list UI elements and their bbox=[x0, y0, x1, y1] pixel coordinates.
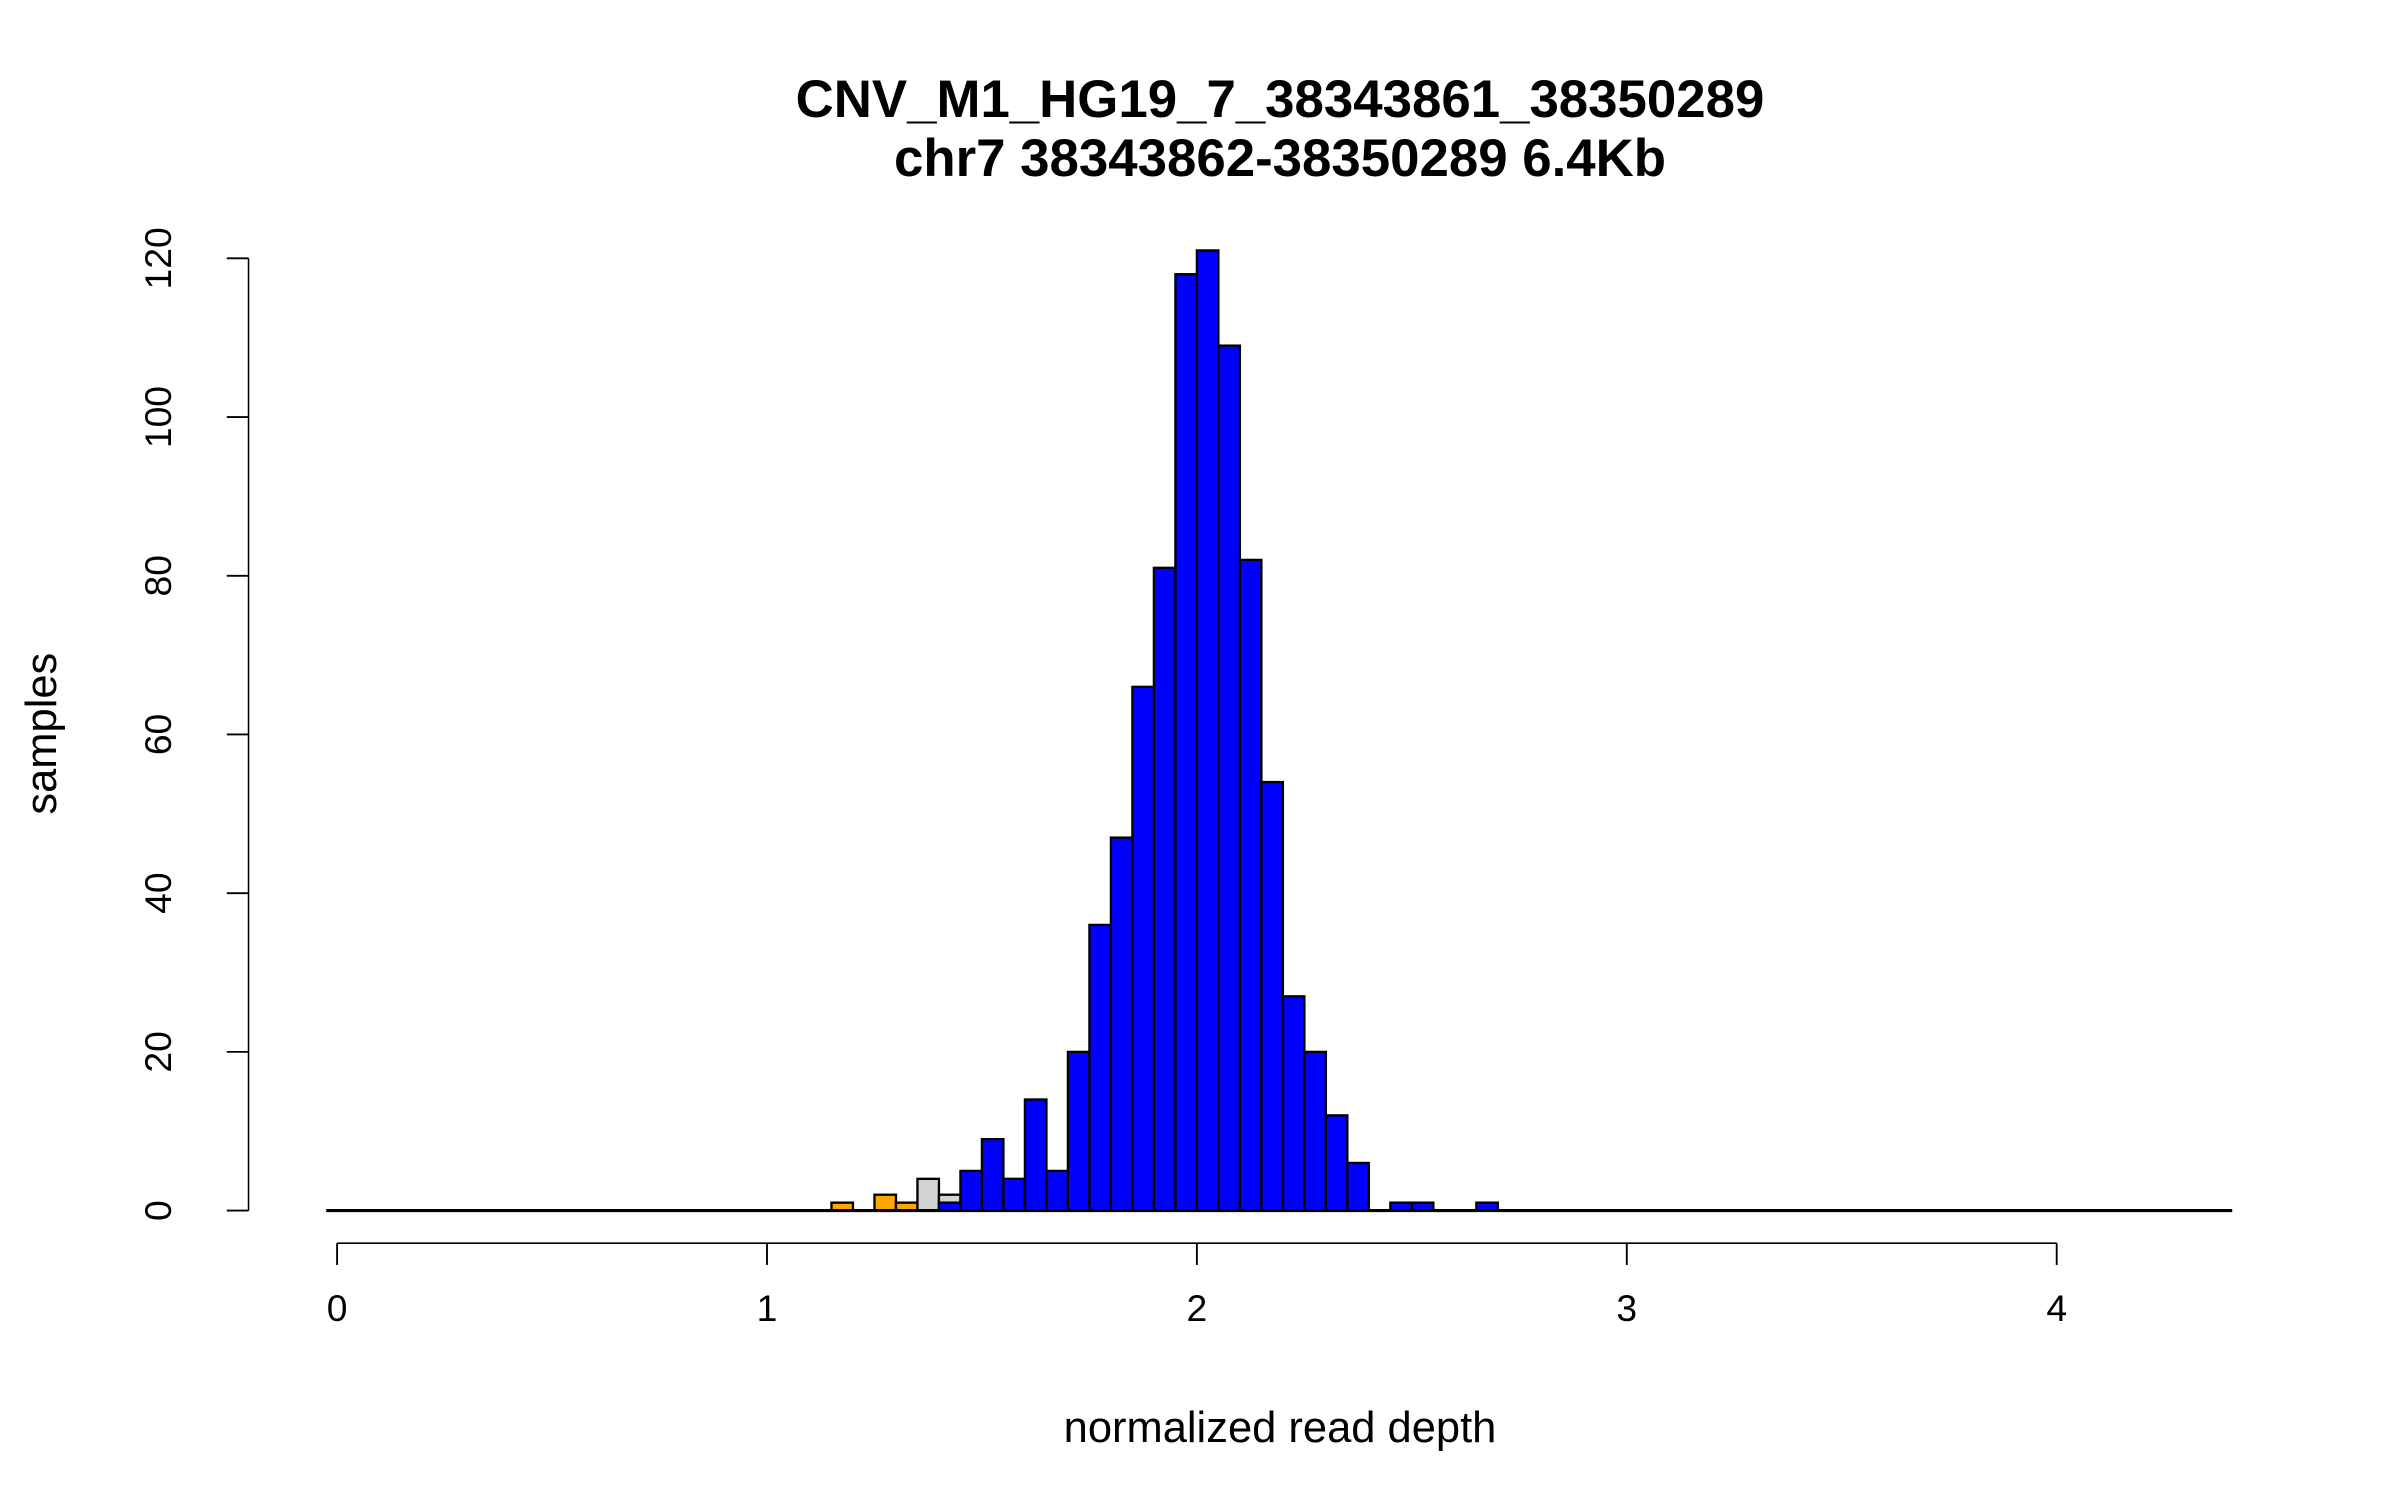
y-tick-label: 0 bbox=[137, 1200, 179, 1221]
bar-normal bbox=[1260, 780, 1285, 1212]
bar-normal bbox=[1346, 1161, 1371, 1212]
bar-normal bbox=[1217, 344, 1242, 1212]
bar-normal bbox=[1109, 836, 1134, 1212]
y-tick-label: 80 bbox=[137, 555, 179, 596]
x-tick-label: 0 bbox=[327, 1287, 348, 1329]
y-axis-label: samples bbox=[18, 653, 66, 815]
bars bbox=[830, 249, 1499, 1212]
x-tick-label: 1 bbox=[757, 1287, 778, 1329]
y-tick-label: 60 bbox=[137, 714, 179, 755]
bar-uncertain bbox=[916, 1177, 941, 1212]
bar-deletion bbox=[873, 1193, 898, 1212]
bar-normal bbox=[980, 1138, 1005, 1212]
bar-normal bbox=[959, 1169, 984, 1212]
x-tick-label: 3 bbox=[1616, 1287, 1637, 1329]
bar-normal bbox=[1303, 1050, 1328, 1212]
bar-normal bbox=[1131, 685, 1156, 1212]
bar-normal bbox=[1045, 1169, 1070, 1212]
x-tick-label: 2 bbox=[1187, 1287, 1208, 1329]
y-axis: 0 20 40 60 80 100 120 bbox=[137, 227, 250, 1221]
x-axis: 0 1 2 3 4 bbox=[327, 1242, 2067, 1329]
bar-normal bbox=[1195, 249, 1220, 1212]
bar-normal bbox=[1002, 1177, 1027, 1212]
bar-normal bbox=[1066, 1050, 1091, 1212]
bar-normal bbox=[1281, 995, 1306, 1212]
bar-normal bbox=[1152, 566, 1177, 1212]
y-tick-label: 40 bbox=[137, 872, 179, 913]
chart-subtitle: chr7 38343862-38350289 6.4Kb bbox=[894, 129, 1666, 188]
bar-normal bbox=[1238, 558, 1263, 1212]
bar-normal bbox=[1324, 1114, 1349, 1212]
x-tick-label: 4 bbox=[2046, 1287, 2067, 1329]
chart-title: CNV_M1_HG19_7_38343861_38350289 bbox=[796, 70, 1765, 129]
bar-normal bbox=[1023, 1098, 1048, 1212]
y-tick-label: 100 bbox=[137, 386, 179, 448]
y-tick-label: 120 bbox=[137, 227, 179, 289]
bar-normal bbox=[1174, 273, 1199, 1212]
bar-normal bbox=[1088, 923, 1113, 1212]
y-tick-label: 20 bbox=[137, 1031, 179, 1072]
x-axis-label: normalized read depth bbox=[1064, 1404, 1497, 1452]
